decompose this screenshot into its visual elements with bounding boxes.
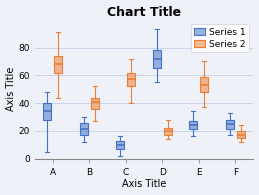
PathPatch shape [189,121,197,129]
PathPatch shape [237,131,245,138]
PathPatch shape [116,141,124,149]
PathPatch shape [200,77,208,92]
PathPatch shape [226,120,234,129]
Legend: Series 1, Series 2: Series 1, Series 2 [191,24,249,52]
PathPatch shape [153,50,161,68]
PathPatch shape [164,128,172,135]
PathPatch shape [80,122,88,135]
PathPatch shape [44,103,52,120]
PathPatch shape [54,56,62,73]
PathPatch shape [91,98,99,109]
Title: Chart Title: Chart Title [107,5,181,19]
Y-axis label: Axis Title: Axis Title [5,67,16,111]
PathPatch shape [127,73,135,86]
X-axis label: Axis Title: Axis Title [122,179,166,190]
